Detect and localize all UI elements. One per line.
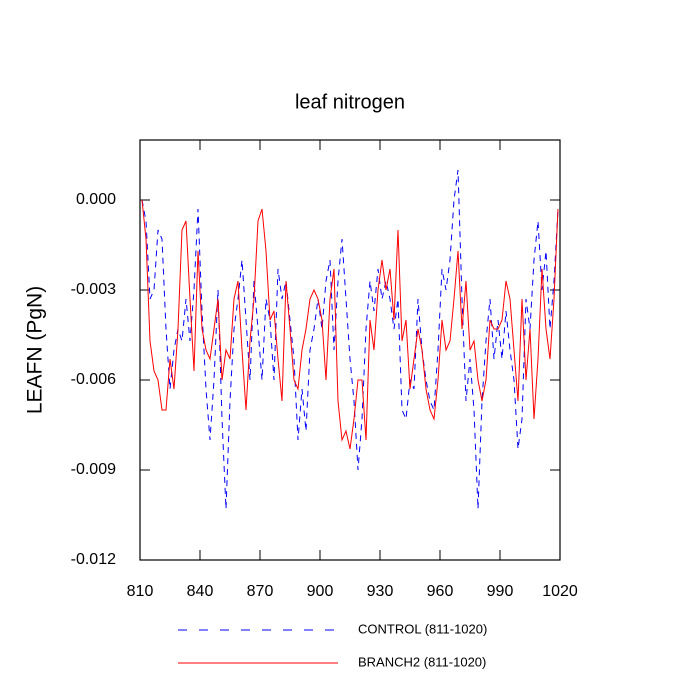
y-tick-label: -0.009 bbox=[71, 461, 116, 478]
plot-frame bbox=[139, 139, 561, 561]
x-tick-label: 960 bbox=[427, 583, 454, 600]
x-tick-label: 870 bbox=[247, 583, 274, 600]
y-axis-label: LEAFN (PgN) bbox=[24, 286, 47, 414]
y-tick-label: -0.003 bbox=[71, 281, 116, 298]
x-tick-label: 1020 bbox=[542, 583, 578, 600]
legend-label: BRANCH2 (811-1020) bbox=[358, 654, 486, 669]
x-tick-label: 810 bbox=[127, 583, 154, 600]
chart-title: leaf nitrogen bbox=[295, 91, 405, 113]
x-tick-label: 900 bbox=[307, 583, 334, 600]
x-tick-label: 840 bbox=[187, 583, 214, 600]
y-tick-label: 0.000 bbox=[76, 191, 116, 208]
y-tick-label: -0.006 bbox=[71, 371, 116, 388]
x-tick-label: 930 bbox=[367, 583, 394, 600]
data-line bbox=[141, 199, 559, 450]
data-line bbox=[141, 169, 559, 510]
legend-label: CONTROL (811-1020) bbox=[358, 621, 487, 636]
x-tick-label: 990 bbox=[487, 583, 514, 600]
y-tick-label: -0.012 bbox=[71, 551, 116, 568]
